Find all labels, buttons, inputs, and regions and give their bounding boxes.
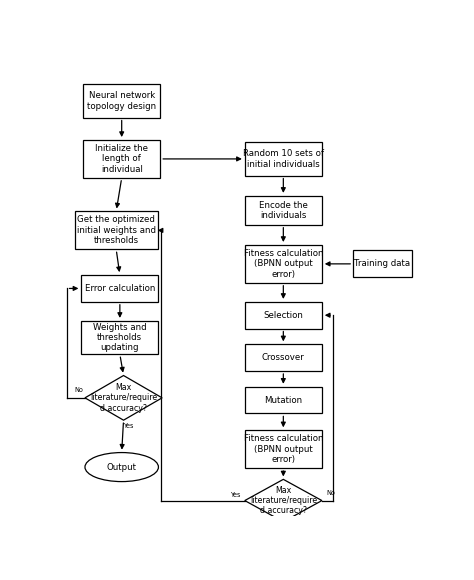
Ellipse shape — [85, 452, 158, 481]
FancyBboxPatch shape — [75, 211, 157, 249]
Text: Encode the
individuals: Encode the individuals — [259, 201, 308, 220]
FancyBboxPatch shape — [245, 430, 322, 468]
Text: Training data: Training data — [355, 259, 410, 269]
FancyBboxPatch shape — [83, 140, 160, 178]
Text: Fitness calculation
(BPNN output
error): Fitness calculation (BPNN output error) — [244, 434, 323, 464]
Text: Weights and
thresholds
updating: Weights and thresholds updating — [93, 322, 146, 353]
Text: Crossover: Crossover — [262, 353, 305, 362]
Text: Neural network
topology design: Neural network topology design — [87, 91, 156, 111]
FancyBboxPatch shape — [82, 275, 158, 302]
Text: Initialize the
length of
individual: Initialize the length of individual — [95, 144, 148, 174]
Text: Yes: Yes — [230, 492, 241, 498]
Text: Error calculation: Error calculation — [85, 284, 155, 293]
FancyBboxPatch shape — [245, 302, 322, 329]
Text: Fitness calculation
(BPNN output
error): Fitness calculation (BPNN output error) — [244, 249, 323, 279]
Polygon shape — [245, 479, 322, 522]
FancyBboxPatch shape — [353, 251, 412, 277]
FancyBboxPatch shape — [245, 245, 322, 283]
FancyBboxPatch shape — [83, 84, 160, 118]
Text: Mutation: Mutation — [264, 396, 302, 405]
FancyBboxPatch shape — [245, 142, 322, 176]
Text: No: No — [327, 490, 336, 496]
Text: Random 10 sets of
initial individuals: Random 10 sets of initial individuals — [243, 149, 324, 169]
FancyBboxPatch shape — [245, 387, 322, 414]
Text: Max
literature/require
d accuracy?: Max literature/require d accuracy? — [90, 383, 157, 413]
Text: Yes: Yes — [123, 423, 133, 429]
Text: Get the optimized
initial weights and
thresholds: Get the optimized initial weights and th… — [77, 216, 155, 245]
Text: Output: Output — [107, 463, 137, 472]
FancyBboxPatch shape — [245, 345, 322, 371]
Text: Selection: Selection — [264, 311, 303, 320]
FancyBboxPatch shape — [245, 196, 322, 225]
Polygon shape — [85, 375, 162, 420]
Text: No: No — [74, 387, 83, 393]
Text: Max
literature/require
d accuracy?: Max literature/require d accuracy? — [250, 485, 317, 516]
FancyBboxPatch shape — [82, 321, 158, 354]
